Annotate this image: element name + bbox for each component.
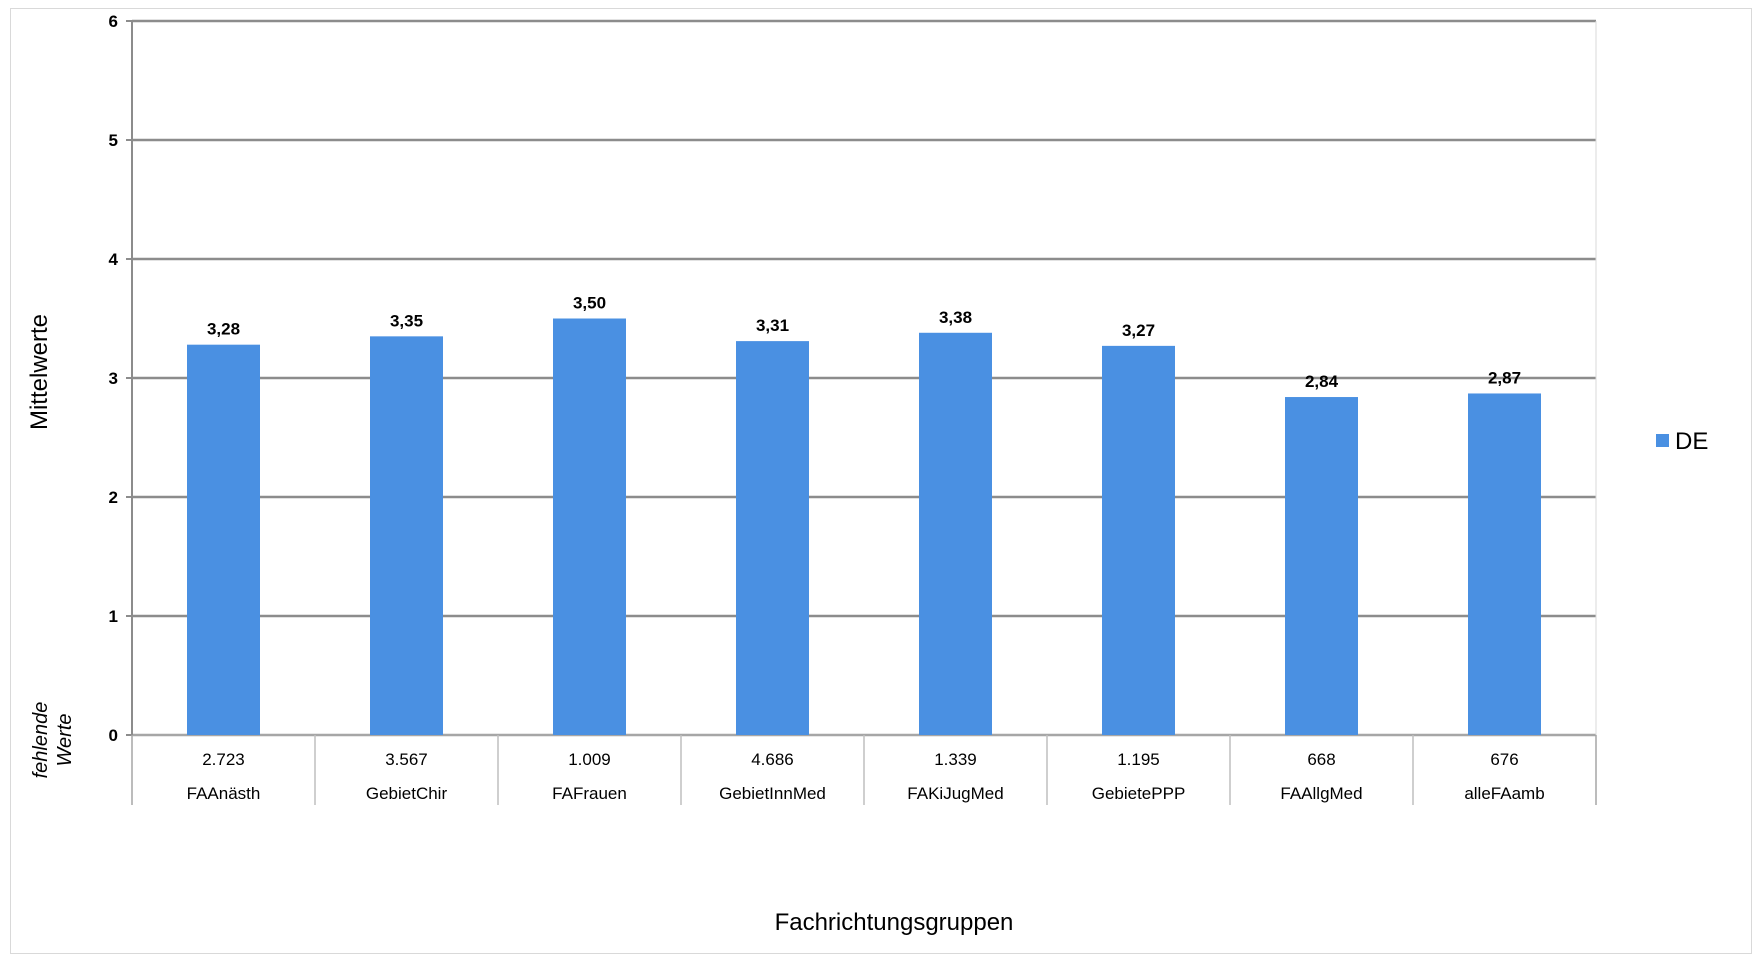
missing-value-cell: 3.567 bbox=[385, 750, 428, 769]
missing-value-cell: 1.009 bbox=[568, 750, 611, 769]
bar-FAFrauen bbox=[553, 318, 626, 735]
bar-FAAllgMed bbox=[1285, 397, 1358, 735]
y-tick-label: 2 bbox=[109, 488, 118, 507]
bar-GebietInnMed bbox=[736, 341, 809, 735]
missing-value-cell: 1.339 bbox=[934, 750, 977, 769]
y-axis-ticks: 0 1 2 3 4 5 6 bbox=[109, 12, 132, 745]
category-label: FAAnästh bbox=[187, 784, 261, 803]
category-label: alleFAamb bbox=[1464, 784, 1544, 803]
data-label: 3,35 bbox=[390, 311, 423, 330]
data-label: 2,84 bbox=[1305, 372, 1339, 391]
y-tick-label: 3 bbox=[109, 369, 118, 388]
missing-value-cell: 668 bbox=[1307, 750, 1335, 769]
chart-frame bbox=[10, 8, 1752, 954]
missing-values-table bbox=[131, 735, 1597, 805]
category-label: FAAllgMed bbox=[1280, 784, 1362, 803]
missing-value-cell: 676 bbox=[1490, 750, 1518, 769]
missing-values-title-line2: Werte bbox=[54, 714, 76, 767]
category-label: FAKiJugMed bbox=[907, 784, 1003, 803]
missing-value-cell: 4.686 bbox=[751, 750, 794, 769]
category-label: FAFrauen bbox=[552, 784, 627, 803]
data-label: 3,27 bbox=[1122, 321, 1155, 340]
bar-FAKiJugMed bbox=[919, 332, 992, 735]
y-tick-label: 0 bbox=[109, 726, 118, 745]
bar-alleFAamb bbox=[1468, 393, 1541, 735]
category-labels: FAAnästh GebietChir FAFrauen GebietInnMed FA… bbox=[187, 784, 1545, 803]
y-axis-title: Mittelwerte bbox=[26, 314, 53, 430]
category-label: GebietePPP bbox=[1092, 784, 1186, 803]
bar-GebietePPP bbox=[1102, 345, 1175, 735]
data-label: 3,38 bbox=[939, 308, 972, 327]
y-tick-label: 6 bbox=[109, 12, 118, 31]
bar-GebietChir bbox=[370, 336, 443, 735]
data-label: 2,87 bbox=[1488, 368, 1521, 387]
bars bbox=[187, 318, 1541, 735]
legend: DE bbox=[1656, 428, 1708, 455]
category-label: GebietChir bbox=[366, 784, 448, 803]
bar-FAAnästh bbox=[187, 344, 260, 735]
data-label: 3,31 bbox=[756, 316, 789, 335]
data-labels: 3,28 3,35 3,50 3,31 3,38 3,27 2,84 2,87 bbox=[207, 294, 1521, 392]
missing-value-cell: 2.723 bbox=[202, 750, 245, 769]
missing-value-cell: 1.195 bbox=[1117, 750, 1160, 769]
category-label: GebietInnMed bbox=[719, 784, 826, 803]
missing-values-title-line1: fehlende bbox=[30, 702, 52, 779]
legend-label: DE bbox=[1675, 428, 1708, 455]
missing-values-row: 2.723 3.567 1.009 4.686 1.339 1.195 668 676 bbox=[202, 750, 1518, 769]
legend-swatch bbox=[1656, 434, 1669, 447]
y-tick-label: 4 bbox=[109, 250, 119, 269]
x-axis-title: Fachrichtungsgruppen bbox=[775, 909, 1014, 936]
y-tick-label: 5 bbox=[109, 131, 118, 150]
gridlines bbox=[131, 19, 1597, 737]
data-label: 3,28 bbox=[207, 320, 240, 339]
y-tick-label: 1 bbox=[109, 607, 118, 626]
data-label: 3,50 bbox=[573, 294, 606, 313]
